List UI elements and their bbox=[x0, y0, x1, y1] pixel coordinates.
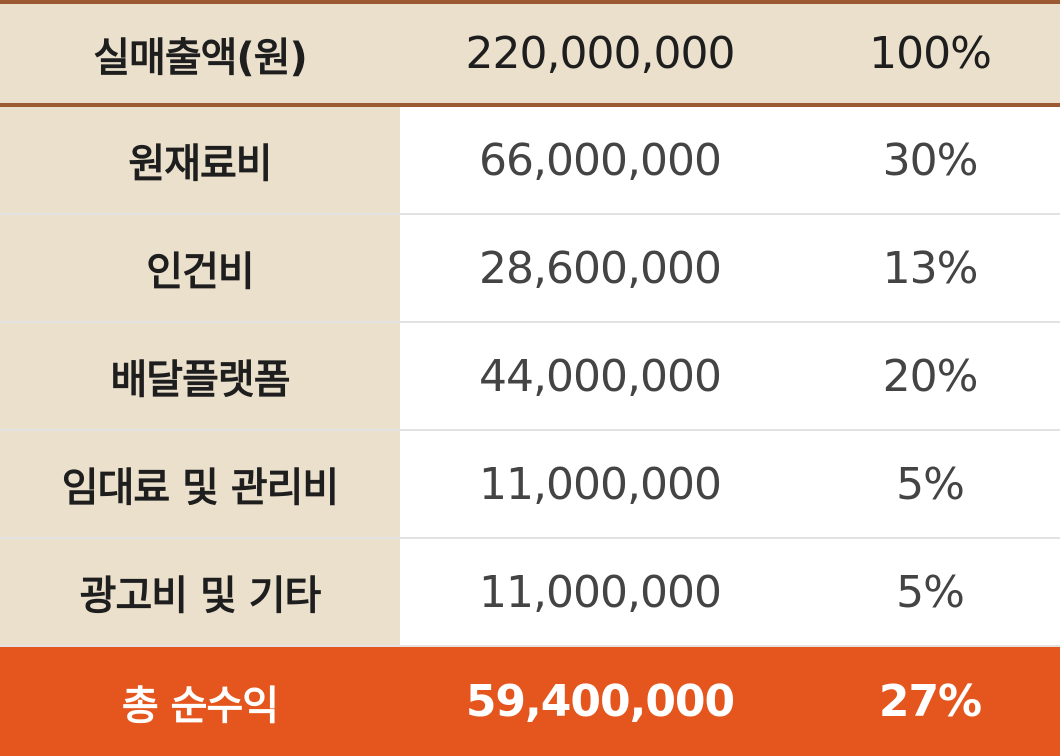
table-cell: 66,000,000 bbox=[400, 107, 800, 213]
footer-cell: 27% bbox=[878, 676, 982, 727]
header-cell: 220,000,000 bbox=[465, 28, 736, 79]
footer-cell: 총 순수익 bbox=[121, 682, 279, 729]
table-row: 임대료 및 관리비 11,000,000 5% bbox=[0, 431, 1060, 539]
header-cell: 실매출액(원) bbox=[0, 4, 400, 103]
table-cell: 28,600,000 bbox=[400, 215, 800, 321]
table-cell: 임대료 및 관리비 bbox=[0, 431, 400, 537]
table-cell: 11,000,000 bbox=[400, 431, 800, 537]
table-cell: 5% bbox=[800, 431, 1060, 537]
header-cell: 100% bbox=[869, 28, 992, 79]
table-cell: 20% bbox=[800, 323, 1060, 429]
footer-row: 총 순수익 59,400,000 27% bbox=[0, 647, 1060, 756]
header-row: 실매출액(원) 220,000,000 100% bbox=[0, 0, 1060, 107]
table-cell: 30% bbox=[800, 107, 1060, 213]
table-cell: 44,000,000 bbox=[400, 323, 800, 429]
table-cell: 배달플랫폼 bbox=[0, 323, 400, 429]
table-cell: 5% bbox=[800, 539, 1060, 645]
table-cell: 인건비 bbox=[0, 215, 400, 321]
footer-cell: 59,400,000 bbox=[465, 676, 735, 727]
table-row: 원재료비 66,000,000 30% bbox=[0, 107, 1060, 215]
table-cell: 원재료비 bbox=[0, 107, 400, 213]
table-cell: 13% bbox=[800, 215, 1060, 321]
table-cell: 11,000,000 bbox=[400, 539, 800, 645]
table-body: 원재료비 66,000,000 30% 인건비 28,600,000 13% 배달플랫폼 44… bbox=[0, 107, 1060, 647]
table-row: 인건비 28,600,000 13% bbox=[0, 215, 1060, 323]
table-row: 광고비 및 기타 11,000,000 5% bbox=[0, 539, 1060, 647]
table-row: 배달플랫폼 44,000,000 20% bbox=[0, 323, 1060, 431]
table-cell: 광고비 및 기타 bbox=[0, 539, 400, 645]
